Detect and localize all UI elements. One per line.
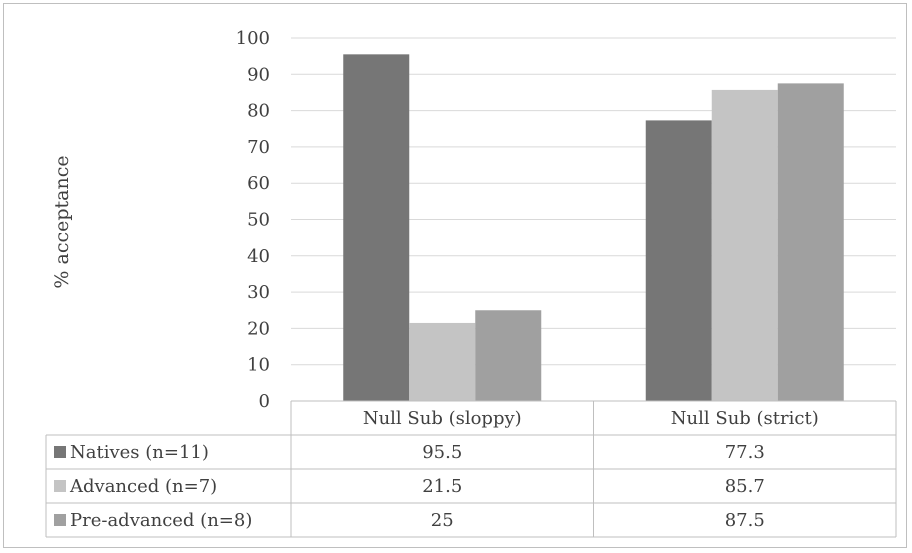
y-tick-label: 60 [247, 173, 270, 194]
y-tick-label: 10 [247, 355, 270, 376]
y-tick-label: 80 [247, 101, 270, 122]
bar [343, 54, 410, 402]
legend-key [54, 480, 66, 492]
data-label: 25 [431, 510, 454, 531]
bar [645, 120, 712, 401]
legend-label: Natives (n=11) [70, 442, 209, 463]
legend-label: Advanced (n=7) [69, 476, 217, 497]
data-label: 21.5 [422, 476, 462, 497]
chart-frame: 0 10 20 30 40 50 60 70 80 90 100 % acceptance Null… [3, 3, 907, 548]
bar [711, 89, 778, 401]
y-tick-label: 70 [247, 137, 270, 158]
bar-chart: 0 10 20 30 40 50 60 70 80 90 100 % acceptance Null… [45, 28, 897, 538]
data-label: 77.3 [725, 442, 765, 463]
y-tick-label: 30 [247, 282, 270, 303]
legend-key [54, 514, 66, 526]
y-tick-label: 50 [247, 210, 270, 231]
bar [409, 322, 476, 401]
y-axis-label: % acceptance [51, 155, 73, 288]
bar [777, 83, 844, 401]
data-label: 85.7 [725, 476, 765, 497]
data-label: 95.5 [422, 442, 462, 463]
x-category-label: Null Sub (strict) [671, 408, 819, 429]
y-tick-label: 40 [247, 246, 270, 267]
y-tick-label: 100 [236, 28, 270, 49]
bars [343, 54, 844, 402]
y-tick-label: 20 [247, 318, 270, 339]
y-tick-label: 0 [259, 391, 270, 412]
data-table: Null Sub (sloppy) Null Sub (strict) Native… [45, 400, 897, 538]
y-tick-labels: 0 10 20 30 40 50 60 70 80 90 100 [236, 28, 270, 412]
bar [475, 310, 542, 401]
legend-key [54, 446, 66, 458]
data-label: 87.5 [725, 510, 765, 531]
legend-label: Pre-advanced (n=8) [70, 510, 252, 531]
y-tick-label: 90 [247, 64, 270, 85]
x-category-label: Null Sub (sloppy) [363, 408, 522, 429]
